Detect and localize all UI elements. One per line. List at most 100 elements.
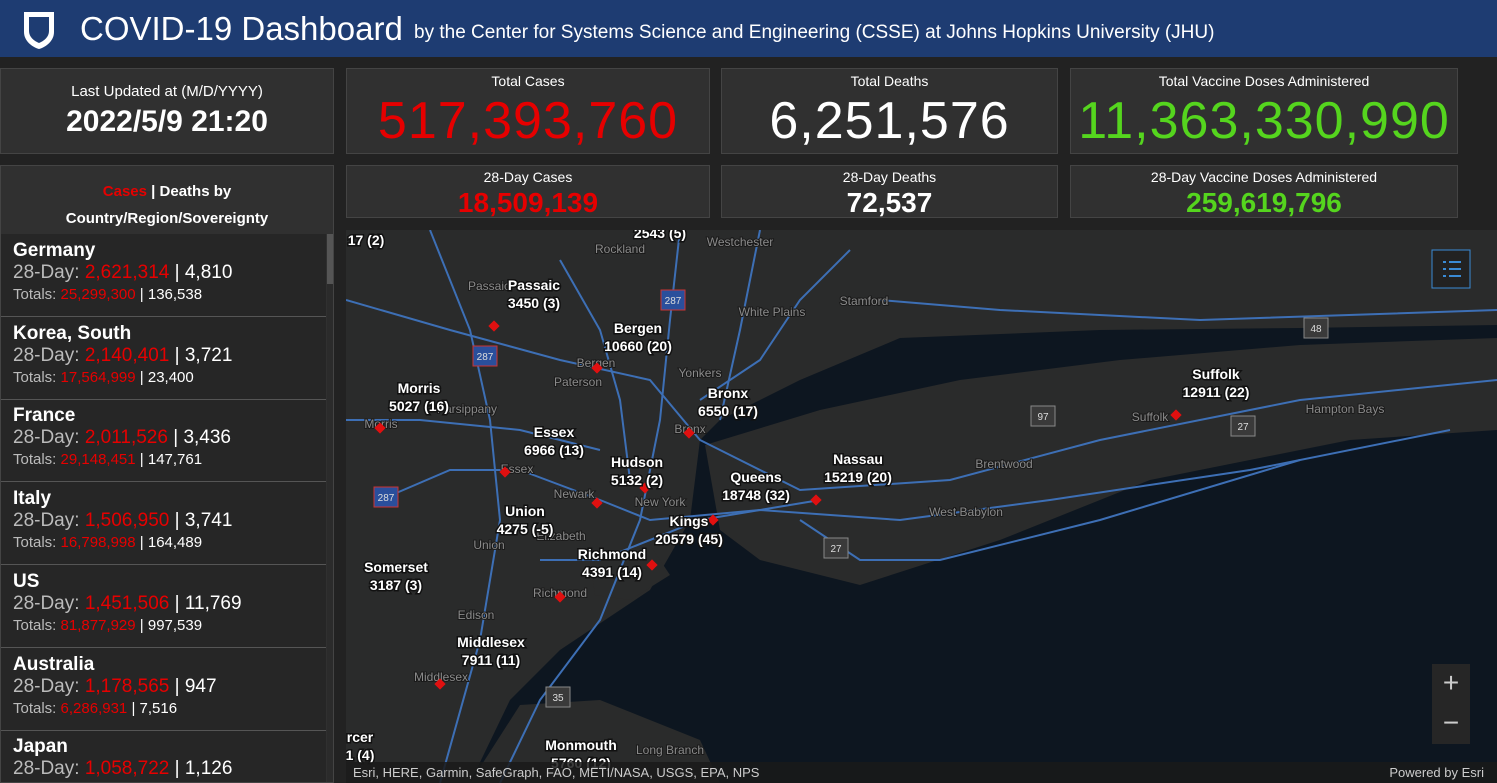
county-name: Essex [534,424,575,440]
zoom-controls [1432,664,1470,744]
country-item: Korea, South 28-Day: 2,140,401 | 3,721 Tot… [1,317,326,400]
sep: | [139,286,144,303]
stat-value: 18,509,139 [457,187,599,218]
case-marker [591,497,603,509]
day-cases: 1,058,722 [84,758,170,780]
day-label: 28-Day: [13,592,80,614]
county-name: Bronx [708,385,749,401]
road-number: 287 [378,493,395,504]
header: COVID-19 Dashboard by the Center for Sys… [0,0,1497,57]
stat-panel: Total Deaths 6,251,576 [721,68,1058,154]
day-deaths: 947 [184,675,217,697]
logo [24,12,54,49]
county-detail: 15219 (20) [824,469,892,485]
road-shield [1230,415,1256,437]
stat-panel: 28-Day Cases 18,509,139 [346,165,710,218]
day-label: 28-Day: [13,262,80,283]
sep: | [131,699,136,717]
sep: | [139,368,144,386]
sep: | [174,344,180,366]
day-row: 28-Day: 1,506,950 | 3,741 [13,510,326,532]
sep: | [174,758,180,780]
title: COVID-19 Dashboard [80,10,403,47]
place-label: Long Branch [636,743,704,757]
case-marker [707,514,719,526]
road-number: 287 [477,352,494,363]
county-name: Hudson [611,454,663,470]
county-name: Queens [730,469,782,485]
place-label: Suffolk [1132,410,1169,424]
legend-icon [1443,261,1461,277]
place-label: Hampton Bays [1306,402,1385,416]
totals-label: Totals: [13,451,57,469]
county-name: Middlesex [457,634,525,650]
totals-row: Totals: 6,286,931 | 7,516 [13,700,326,717]
list-title-line2: Country/Region/Sovereignty [65,210,269,227]
total-cases: 16,798,998 [60,534,136,552]
zoom-out[interactable]: − [1443,707,1459,738]
stat-value: 259,619,796 [1186,187,1342,218]
stat-label: 28-Day Vaccine Doses Administered [1150,169,1378,185]
case-marker [591,362,603,374]
case-marker [374,422,386,434]
day-label: 28-Day: [13,758,80,780]
attribution-bar [346,762,1497,783]
stat-panel: 28-Day Deaths 72,537 [721,165,1058,218]
sep: | [139,451,144,469]
road-number: 97 [1037,412,1049,423]
county-detail: 10660 (20) [604,338,672,354]
day-cases: 2,621,314 [84,262,170,283]
county-name: Somerset [364,559,428,575]
place-label: Paterson [554,375,602,389]
powered-by: Powered by Esri [1389,765,1484,780]
case-marker [1170,409,1182,421]
country-item: Italy 28-Day: 1,506,950 | 3,741 Totals: 16… [1,482,326,566]
place-label: Edison [458,608,495,622]
road-shield [1303,317,1329,339]
country-name: Australia [13,653,95,675]
road-number: 35 [552,693,564,704]
sep: | [174,510,180,532]
place-label: Parsippany [437,402,497,416]
country-name: Japan [13,736,68,758]
country-item: France 28-Day: 2,011,526 | 3,436 Totals: 2… [1,399,326,483]
country-list: Cases | Deaths by Country/Region/Soverei… [0,165,334,783]
total-cases: 81,877,929 [60,616,136,634]
list-items: Germany 28-Day: 2,621,314 | 4,810 Totals: … [1,234,326,782]
list-title-cases[interactable]: Cases [102,183,147,200]
day-cases: 2,011,526 [84,427,168,449]
country-name: US [13,570,40,592]
total-deaths: 997,539 [147,616,203,634]
totals-label: Totals: [13,286,57,303]
county-detail: 20579 (45) [655,531,723,547]
place-label: Bergen [577,356,616,370]
stat-panel: Total Vaccine Doses Administered 11,363,3… [1070,68,1458,154]
totals-label: Totals: [13,616,57,634]
county-name: Kings [670,513,709,529]
stat-label: Total Vaccine Doses Administered [1158,73,1370,89]
zoom-in[interactable]: + [1443,667,1459,698]
updated-panel: Last Updated at (M/D/YYYY) 2022/5/9 21:2… [0,68,334,154]
day-row: 28-Day: 2,011,526 | 3,436 [13,427,326,449]
road-shield [660,289,686,311]
list-title-deaths[interactable]: Deaths by [159,183,232,200]
total-cases: 29,148,451 [60,451,136,469]
stat-value: 6,251,576 [769,92,1010,150]
country-item: US 28-Day: 1,451,506 | 11,769 Totals: 81,8… [1,565,326,648]
place-label: White Plains [739,305,806,319]
road-shield [545,686,571,708]
stat-label: Total Deaths [850,73,929,89]
day-deaths: 3,436 [183,427,231,449]
day-label: 28-Day: [13,675,80,697]
map[interactable]: Rockland Westchester Stamford White Plains Y… [346,230,1497,783]
updated-label: Last Updated at (M/D/YYYY) [71,83,263,100]
sep: | [139,616,144,634]
updated-value: 2022/5/9 21:20 [66,105,268,138]
place-label: Stamford [840,294,889,308]
stat-label: Total Cases [491,73,565,89]
case-marker [639,482,651,494]
county-name: Richmond [578,546,646,562]
sep: | [174,675,180,697]
place-label: Elizabeth [536,529,585,543]
place-label: Westchester [707,235,773,249]
